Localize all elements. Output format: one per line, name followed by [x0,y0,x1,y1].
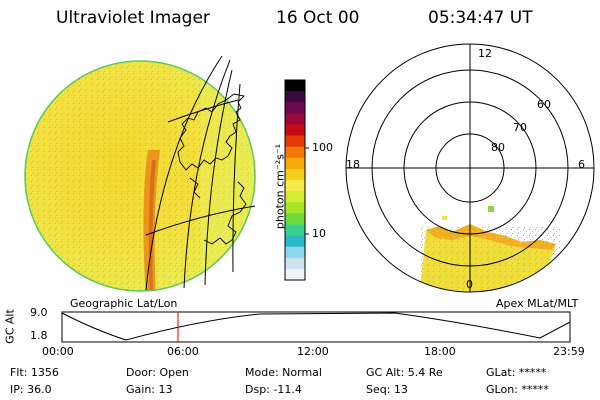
ip-value: IP: 36.0 [10,383,52,396]
coastline [177,93,247,245]
polar-lat-70: 70 [513,121,527,134]
door-status: Door: Open [126,366,189,379]
altitude-axis-title: GC Alt [3,309,17,344]
colorbar-swatch [285,80,305,92]
colorbar-swatch [285,191,305,203]
time-tick-0000: 00:00 [42,345,74,358]
colorbar-swatch [285,124,305,137]
instrument-title: Ultraviolet Imager [56,8,210,28]
colorbar-swatch [285,113,305,125]
polar-hour-0: 0 [466,278,473,291]
date-label: 16 Oct 00 [276,8,360,28]
gc-altitude-value: GC Alt: 5.4 Re [366,366,443,379]
colorbar-swatch [285,91,305,103]
polar-hour-6: 6 [578,158,585,171]
time-tick-0600: 06:00 [167,345,199,358]
altitude-plot [61,311,571,343]
colorbar-tick-100: 100 [312,141,333,154]
colorbar-tick-10: 10 [312,227,326,240]
time-label: 05:34:47 UT [428,8,533,28]
colorbar-swatch [285,180,305,192]
altitude-tick-9: 9.0 [30,306,48,319]
colorbar-swatch [285,268,305,281]
glon-value: GLon: ***** [486,383,549,396]
sequence-value: Seq: 13 [366,383,408,396]
time-tick-1200: 12:00 [297,345,329,358]
polar-lat-80: 80 [491,141,505,154]
polar-hour-12: 12 [478,47,492,60]
geographic-panel-label: Geographic Lat/Lon [70,297,178,310]
time-tick-1800: 18:00 [424,345,456,358]
colorbar-swatch [285,213,305,225]
gain-value: Gain: 13 [126,383,173,396]
altitude-tick-1-8: 1.8 [30,329,48,342]
colorbar-swatch [285,135,305,148]
time-tick-2359: 23:59 [553,345,585,358]
colorbar-swatch [285,224,305,237]
colorbar-swatch [285,246,305,259]
flight-number: Flt: 1356 [10,366,59,379]
colorbar-unit-label: photon cm⁻²s⁻¹ [273,143,287,230]
colorbar-swatch [285,235,305,248]
colorbar-swatch [285,202,305,214]
geographic-uv-disk [24,60,256,292]
colorbar-swatch [285,146,305,159]
colorbar-swatch [285,257,305,270]
color-bar [285,80,305,281]
dsp-value: Dsp: -11.4 [245,383,302,396]
colorbar-swatch [285,168,305,181]
polar-lat-60: 60 [537,98,551,111]
colorbar-swatch [285,157,305,170]
apex-panel-label: Apex MLat/MLT [496,297,579,310]
polar-hour-18: 18 [346,158,360,171]
glat-value: GLat: ***** [486,366,547,379]
mode-value: Mode: Normal [245,366,322,379]
colorbar-swatch [285,102,305,114]
polar-plot [345,43,595,293]
